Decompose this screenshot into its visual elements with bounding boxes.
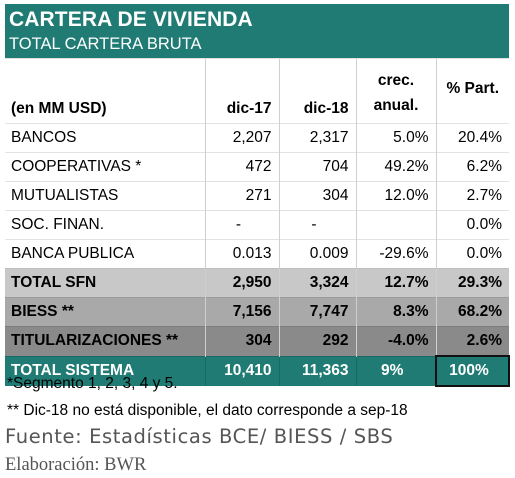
table-row-total-sfn: TOTAL SFN 2,950 3,324 12.7% 29.3% — [5, 268, 509, 298]
cell-growth: 12.0% — [355, 181, 436, 211]
table-row-biess: BIESS ** 7,156 7,747 8.3% 68.2% — [5, 297, 509, 327]
cell-dic17: 472 — [204, 152, 279, 182]
cell-share: 68.2% — [435, 297, 509, 327]
cell-dic17: - — [204, 210, 279, 240]
cell-share: 20.4% — [435, 123, 509, 153]
footnote-sep18: ** Dic-18 no está disponible, el dato co… — [7, 402, 408, 419]
footnotes: *Segmento 1, 2, 3, 4 y 5. ** Dic-18 no e… — [7, 370, 408, 424]
cell-dic17: 2,207 — [204, 123, 279, 153]
column-dic18: dic-18 — [278, 58, 356, 124]
row-label: COOPERATIVAS * — [5, 152, 205, 182]
cell-dic18: 2,317 — [278, 123, 356, 153]
row-label: MUTUALISTAS — [5, 181, 205, 211]
cell-growth: 49.2% — [355, 152, 436, 182]
row-label: BANCOS — [5, 123, 205, 153]
cell-share: 2.6% — [435, 326, 509, 356]
housing-portfolio-table-card: CARTERA DE VIVIENDA TOTAL CARTERA BRUTA … — [5, 4, 510, 387]
cell-dic18: 3,324 — [278, 268, 356, 298]
cell-growth: 5.0% — [355, 123, 436, 153]
table-row-banca-publica: BANCA PUBLICA 0.013 0.009 -29.6% 0.0% — [5, 239, 509, 269]
column-dic17: dic-17 — [204, 58, 279, 124]
table-title: CARTERA DE VIVIENDA — [9, 8, 253, 31]
cell-share: 0.0% — [435, 210, 509, 240]
cell-dic18: 0.009 — [278, 239, 356, 269]
table-row-titularizaciones: TITULARIZACIONES ** 304 292 -4.0% 2.6% — [5, 326, 509, 356]
elaboration-line: Elaboración: BWR — [5, 455, 147, 475]
cell-share: 6.2% — [435, 152, 509, 182]
column-share: % Part. — [435, 58, 509, 124]
cell-growth: 9% — [355, 355, 436, 386]
cell-share: 0.0% — [435, 239, 509, 269]
cell-dic18: 11,363 — [278, 355, 356, 386]
cell-dic17: 10,410 — [204, 355, 279, 386]
column-growth-line2: anual. — [373, 97, 419, 114]
cell-growth — [355, 210, 436, 240]
footnote-segments: *Segmento 1, 2, 3, 4 y 5. — [7, 375, 178, 392]
table-row-soc-finan: SOC. FINAN. - - 0.0% — [5, 210, 509, 240]
cell-dic17: 304 — [204, 326, 279, 356]
table-subtitle: TOTAL CARTERA BRUTA — [9, 35, 202, 53]
source-line: Fuente: Estadísticas BCE/ BIESS / SBS — [5, 425, 394, 448]
table-header-banner: CARTERA DE VIVIENDA TOTAL CARTERA BRUTA — [5, 4, 509, 58]
column-header-row: (en MM USD) dic-17 dic-18 crec. anual. % … — [5, 58, 509, 124]
cell-share: 2.7% — [435, 181, 509, 211]
column-growth-line1: crec. — [377, 72, 415, 89]
row-label: TITULARIZACIONES ** — [5, 326, 205, 356]
portfolio-table: (en MM USD) dic-17 dic-18 crec. anual. % … — [5, 58, 510, 387]
cell-dic18: 304 — [278, 181, 356, 211]
cell-share: 100% — [435, 355, 510, 387]
table-row-cooperativas: COOPERATIVAS * 472 704 49.2% 6.2% — [5, 152, 509, 182]
cell-dic18: 292 — [278, 326, 356, 356]
cell-dic18: - — [278, 210, 356, 240]
cell-dic17: 271 — [204, 181, 279, 211]
row-label: TOTAL SISTEMA — [5, 355, 205, 386]
cell-dic17: 2,950 — [204, 268, 279, 298]
row-label: BIESS ** — [5, 297, 205, 327]
table-row-mutualistas: MUTUALISTAS 271 304 12.0% 2.7% — [5, 181, 509, 211]
cell-dic18: 7,747 — [278, 297, 356, 327]
row-label: TOTAL SFN — [5, 268, 205, 298]
table-row-total-sistema: TOTAL SISTEMA 10,410 11,363 9% 100% — [5, 355, 510, 387]
cell-dic18: 704 — [278, 152, 356, 182]
row-label: SOC. FINAN. — [5, 210, 205, 240]
table-row-bancos: BANCOS 2,207 2,317 5.0% 20.4% — [5, 123, 509, 153]
row-label: BANCA PUBLICA — [5, 239, 205, 269]
cell-dic17: 0.013 — [204, 239, 279, 269]
cell-dic17: 7,156 — [204, 297, 279, 327]
cell-growth: -4.0% — [355, 326, 436, 356]
cell-growth: 8.3% — [355, 297, 436, 327]
column-growth: crec. anual. — [355, 58, 436, 124]
cell-share: 29.3% — [435, 268, 509, 298]
units-label: (en MM USD) — [5, 58, 205, 124]
cell-growth: 12.7% — [355, 268, 436, 298]
cell-growth: -29.6% — [355, 239, 436, 269]
